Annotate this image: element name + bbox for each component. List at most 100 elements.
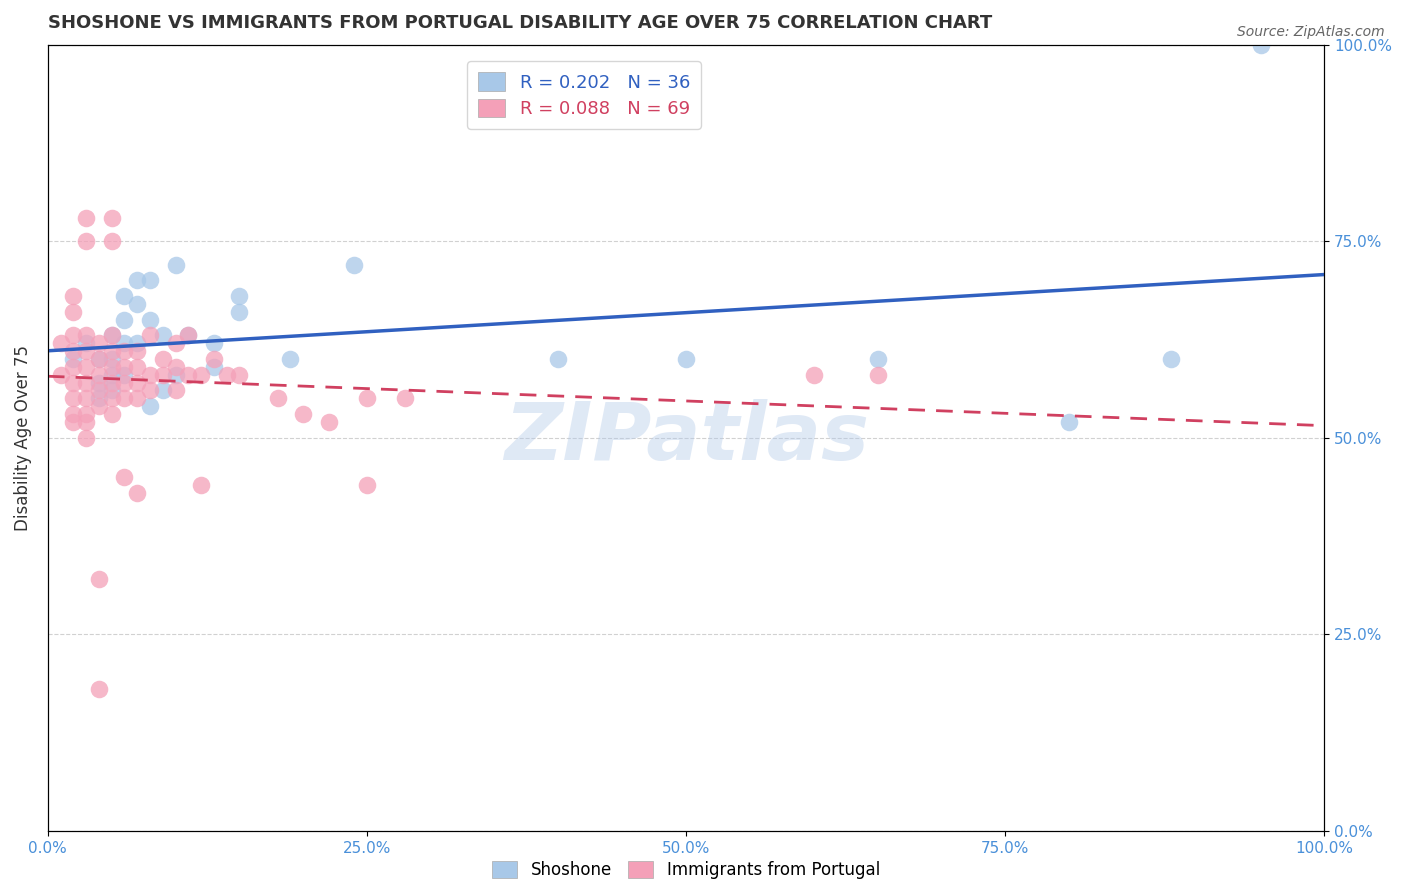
- Point: [75, 211, 97, 225]
- Point: [75, 407, 97, 421]
- Point: [356, 392, 378, 406]
- Point: [127, 336, 149, 351]
- Point: [152, 352, 174, 367]
- Point: [165, 359, 187, 374]
- Point: [87, 392, 110, 406]
- Point: [100, 407, 122, 421]
- Point: [547, 352, 569, 367]
- Point: [114, 312, 136, 326]
- Point: [114, 470, 136, 484]
- Point: [100, 328, 122, 343]
- Point: [202, 352, 225, 367]
- Point: [62, 289, 84, 303]
- Point: [62, 352, 84, 367]
- Point: [177, 328, 200, 343]
- Point: [87, 336, 110, 351]
- Point: [114, 359, 136, 374]
- Point: [266, 392, 288, 406]
- Point: [228, 305, 250, 319]
- Point: [62, 328, 84, 343]
- Point: [1160, 352, 1182, 367]
- Point: [100, 328, 122, 343]
- Point: [165, 336, 187, 351]
- Point: [866, 368, 889, 382]
- Point: [87, 682, 110, 697]
- Point: [127, 297, 149, 311]
- Point: [202, 359, 225, 374]
- Text: ZIPatlas: ZIPatlas: [503, 399, 869, 476]
- Point: [62, 407, 84, 421]
- Point: [139, 328, 162, 343]
- Point: [75, 234, 97, 248]
- Point: [139, 384, 162, 398]
- Point: [100, 384, 122, 398]
- Point: [87, 399, 110, 413]
- Point: [100, 352, 122, 367]
- Point: [100, 211, 122, 225]
- Point: [343, 258, 366, 272]
- Point: [228, 289, 250, 303]
- Point: [100, 392, 122, 406]
- Point: [394, 392, 416, 406]
- Point: [190, 368, 212, 382]
- Point: [139, 312, 162, 326]
- Point: [152, 368, 174, 382]
- Point: [177, 328, 200, 343]
- Point: [866, 352, 889, 367]
- Point: [139, 368, 162, 382]
- Point: [87, 572, 110, 586]
- Point: [127, 273, 149, 287]
- Point: [165, 258, 187, 272]
- Point: [177, 368, 200, 382]
- Point: [87, 352, 110, 367]
- Point: [1057, 415, 1080, 429]
- Point: [318, 415, 340, 429]
- Point: [62, 376, 84, 390]
- Point: [114, 392, 136, 406]
- Point: [87, 384, 110, 398]
- Point: [356, 478, 378, 492]
- Point: [127, 485, 149, 500]
- Point: [75, 431, 97, 445]
- Point: [49, 368, 72, 382]
- Point: [62, 344, 84, 359]
- Point: [803, 368, 825, 382]
- Point: [62, 415, 84, 429]
- Point: [127, 344, 149, 359]
- Point: [152, 384, 174, 398]
- Point: [100, 359, 122, 374]
- Point: [127, 392, 149, 406]
- Point: [87, 376, 110, 390]
- Point: [202, 336, 225, 351]
- Point: [1250, 37, 1272, 52]
- Point: [165, 384, 187, 398]
- Point: [165, 368, 187, 382]
- Text: SHOSHONE VS IMMIGRANTS FROM PORTUGAL DISABILITY AGE OVER 75 CORRELATION CHART: SHOSHONE VS IMMIGRANTS FROM PORTUGAL DIS…: [48, 14, 993, 32]
- Point: [62, 359, 84, 374]
- Point: [75, 392, 97, 406]
- Y-axis label: Disability Age Over 75: Disability Age Over 75: [14, 344, 32, 531]
- Point: [75, 344, 97, 359]
- Point: [675, 352, 697, 367]
- Point: [152, 328, 174, 343]
- Point: [114, 344, 136, 359]
- Point: [87, 368, 110, 382]
- Point: [127, 376, 149, 390]
- Point: [100, 234, 122, 248]
- Point: [114, 368, 136, 382]
- Point: [190, 478, 212, 492]
- Point: [75, 376, 97, 390]
- Point: [62, 305, 84, 319]
- Point: [139, 273, 162, 287]
- Point: [127, 359, 149, 374]
- Point: [215, 368, 238, 382]
- Point: [75, 328, 97, 343]
- Point: [228, 368, 250, 382]
- Point: [292, 407, 315, 421]
- Point: [75, 336, 97, 351]
- Point: [87, 352, 110, 367]
- Point: [49, 336, 72, 351]
- Point: [62, 392, 84, 406]
- Point: [114, 289, 136, 303]
- Point: [114, 336, 136, 351]
